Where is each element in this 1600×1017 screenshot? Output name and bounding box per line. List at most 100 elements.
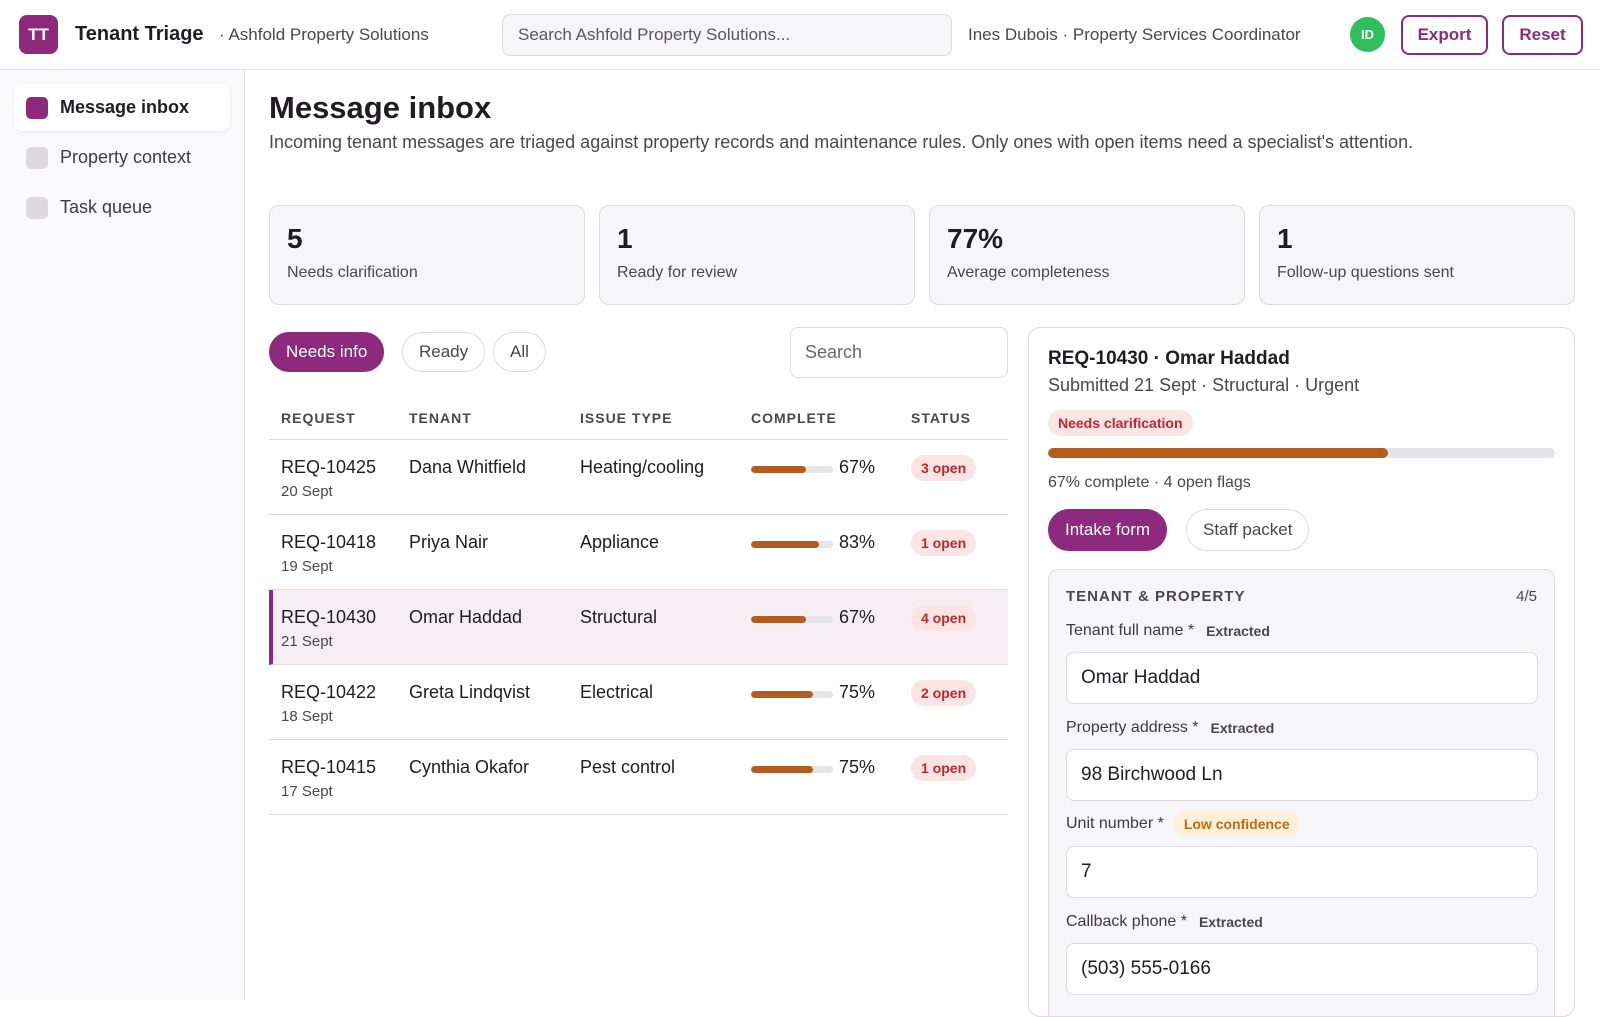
request-id: REQ-10430 bbox=[281, 607, 377, 627]
filter-chip-needs-info[interactable]: Needs info bbox=[269, 332, 385, 372]
completeness-percent: 67% bbox=[839, 457, 876, 477]
tab-intake-form[interactable]: Intake form bbox=[1048, 509, 1168, 551]
request-date: 18 Sept bbox=[281, 708, 333, 725]
filter-chip-all[interactable]: All bbox=[493, 332, 546, 372]
detail-progress-bar bbox=[1048, 448, 1555, 458]
stat-card-ready-for-review: 1 Ready for review bbox=[599, 205, 915, 305]
unit-number-field[interactable] bbox=[1066, 846, 1538, 898]
completeness-fill bbox=[751, 541, 820, 548]
request-date: 17 Sept bbox=[281, 783, 333, 800]
completeness-fill bbox=[751, 466, 806, 473]
low-confidence-tag: Low confidence bbox=[1173, 812, 1300, 836]
table-row[interactable]: REQ-10430 21 Sept Omar Haddad Structural 67%… bbox=[269, 590, 1008, 665]
table-row[interactable]: REQ-10418 19 Sept Priya Nair Appliance 83% 1 … bbox=[269, 515, 1008, 590]
request-id: REQ-10425 bbox=[281, 457, 377, 477]
tenant-name: Cynthia Okafor bbox=[409, 757, 530, 777]
status-badge: 1 open bbox=[911, 530, 977, 556]
completeness-bar bbox=[751, 541, 833, 548]
global-search-input[interactable] bbox=[502, 14, 952, 56]
status-badge: 4 open bbox=[911, 605, 977, 631]
table-row[interactable]: REQ-10415 17 Sept Cynthia Okafor Pest contr… bbox=[269, 740, 1008, 815]
completeness-fill bbox=[751, 616, 806, 623]
request-date: 20 Sept bbox=[281, 483, 333, 500]
field-label-tenant-name: Tenant full name * Extracted bbox=[1066, 622, 1270, 640]
detail-subtitle: Submitted 21 Sept · Structural · Urgent bbox=[1048, 375, 1360, 395]
table-body: REQ-10425 20 Sept Dana Whitfield Heating/co… bbox=[269, 440, 1008, 815]
tenant-name: Priya Nair bbox=[409, 532, 489, 552]
sidebar-item-label: Property context bbox=[60, 147, 192, 167]
avatar[interactable]: ID bbox=[1350, 17, 1385, 52]
inbox-icon bbox=[26, 96, 48, 119]
column-header-status[interactable]: STATUS bbox=[911, 410, 971, 426]
stat-label: Average completeness bbox=[947, 264, 1110, 281]
completeness-bar bbox=[751, 466, 833, 473]
section-count: 4/5 bbox=[1516, 588, 1537, 605]
column-header-issue-type[interactable]: ISSUE TYPE bbox=[580, 410, 673, 426]
stat-card-follow-up-questions: 1 Follow-up questions sent bbox=[1259, 205, 1575, 305]
property-address-field[interactable] bbox=[1066, 749, 1538, 801]
request-date: 19 Sept bbox=[281, 558, 333, 575]
list-search-input[interactable] bbox=[790, 327, 1008, 378]
sidebar-item-label: Message inbox bbox=[60, 97, 190, 117]
stat-label: Needs clarification bbox=[287, 264, 418, 281]
request-table: REQUEST TENANT ISSUE TYPE COMPLETE STATU… bbox=[269, 390, 1008, 815]
field-label-text: Tenant full name * bbox=[1066, 622, 1195, 639]
tenant-property-section: TENANT & PROPERTY 4/5 Tenant full name *… bbox=[1048, 569, 1555, 1016]
task-icon bbox=[26, 196, 48, 219]
detail-progress-fill bbox=[1048, 448, 1388, 458]
reset-button[interactable]: Reset bbox=[1502, 15, 1583, 55]
sidebar-item-label: Task queue bbox=[60, 197, 153, 217]
issue-type: Appliance bbox=[580, 532, 660, 552]
extracted-tag: Extracted bbox=[1198, 914, 1263, 930]
tenant-name: Greta Lindqvist bbox=[409, 682, 531, 702]
status-badge: Needs clarification bbox=[1048, 410, 1193, 436]
completeness-percent: 75% bbox=[839, 757, 876, 777]
table-header: REQUEST TENANT ISSUE TYPE COMPLETE STATU… bbox=[269, 390, 1008, 440]
callback-phone-field[interactable] bbox=[1066, 943, 1538, 995]
field-label-text: Unit number * bbox=[1066, 815, 1164, 832]
tab-staff-packet[interactable]: Staff packet bbox=[1186, 509, 1310, 551]
app-logo: TT bbox=[19, 15, 58, 54]
stat-value: 1 bbox=[617, 223, 633, 254]
user-info: Ines Dubois · Property Services Coordina… bbox=[968, 25, 1301, 44]
status-badge: 1 open bbox=[911, 755, 977, 781]
completeness-bar bbox=[751, 766, 833, 773]
completeness-fill bbox=[751, 766, 813, 773]
stat-label: Ready for review bbox=[617, 264, 738, 281]
completeness-percent: 67% bbox=[839, 607, 876, 627]
page-description: Incoming tenant messages are triaged aga… bbox=[269, 132, 1414, 152]
request-id: REQ-10415 bbox=[281, 757, 377, 777]
column-header-request[interactable]: REQUEST bbox=[281, 410, 356, 426]
page-title: Message inbox bbox=[269, 90, 492, 125]
completeness-bar bbox=[751, 616, 833, 623]
issue-type: Pest control bbox=[580, 757, 676, 777]
status-badge: 3 open bbox=[911, 455, 977, 481]
org-name: · Ashfold Property Solutions bbox=[219, 25, 429, 44]
stat-value: 1 bbox=[1277, 223, 1293, 254]
export-button[interactable]: Export bbox=[1401, 15, 1488, 55]
main-content: Message inbox Incoming tenant messages a… bbox=[245, 70, 1600, 1017]
status-badge: 2 open bbox=[911, 680, 977, 706]
stat-value: 5 bbox=[287, 223, 303, 254]
property-icon bbox=[26, 146, 48, 169]
table-row[interactable]: REQ-10425 20 Sept Dana Whitfield Heating/co… bbox=[269, 440, 1008, 515]
tenant-name-field[interactable] bbox=[1066, 652, 1538, 704]
field-label-text: Property address * bbox=[1066, 719, 1199, 736]
column-header-tenant[interactable]: TENANT bbox=[409, 410, 472, 426]
app-title: Tenant Triage bbox=[75, 23, 204, 45]
field-label-property-address: Property address * Extracted bbox=[1066, 719, 1274, 737]
request-date: 21 Sept bbox=[281, 633, 333, 650]
field-label-unit-number: Unit number * Low confidence bbox=[1066, 812, 1300, 836]
sidebar-item-property-context[interactable]: Property context bbox=[14, 134, 230, 181]
section-title: TENANT & PROPERTY bbox=[1066, 588, 1246, 605]
sidebar-item-task-queue[interactable]: Task queue bbox=[14, 184, 230, 231]
detail-title: REQ-10430 · Omar Haddad bbox=[1048, 348, 1290, 369]
table-row[interactable]: REQ-10422 18 Sept Greta Lindqvist Electrica… bbox=[269, 665, 1008, 740]
completeness-percent: 83% bbox=[839, 532, 876, 552]
column-header-complete[interactable]: COMPLETE bbox=[751, 410, 837, 426]
field-label-text: Callback phone * bbox=[1066, 913, 1187, 930]
filter-chip-ready[interactable]: Ready bbox=[402, 332, 486, 372]
completeness-percent: 75% bbox=[839, 682, 876, 702]
sidebar-item-message-inbox[interactable]: Message inbox bbox=[14, 84, 230, 131]
tenant-name: Omar Haddad bbox=[409, 607, 523, 627]
